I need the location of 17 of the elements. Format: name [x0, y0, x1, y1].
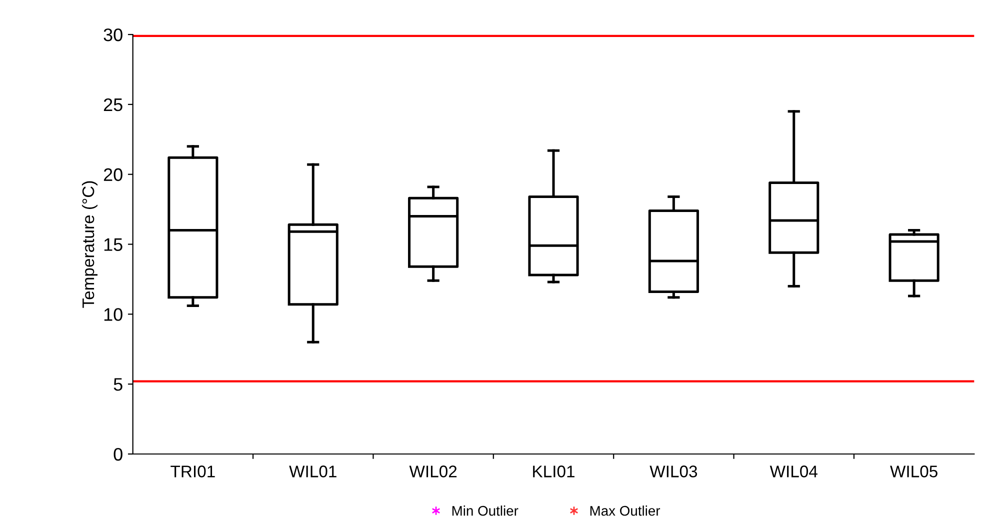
x-tick-label: TRI01 [170, 466, 215, 478]
y-tick-label: 20 [104, 168, 122, 182]
x-tick-label: WIL03 [650, 466, 698, 478]
y-tick-label: 15 [104, 238, 122, 251]
y-tick-label: 10 [104, 308, 122, 321]
x-tick-label: WIL02 [409, 466, 457, 478]
y-tick-label: 30 [104, 28, 122, 42]
legend-label: Min Outlier [452, 506, 518, 516]
legend-label: Max Outlier [590, 506, 660, 516]
y-tick-label: 0 [114, 448, 122, 461]
y-tick-label: 25 [104, 98, 122, 112]
y-tick-label: 5 [114, 378, 122, 391]
x-tick-label: WIL04 [770, 466, 818, 478]
x-tick-label: KLI01 [533, 466, 574, 478]
x-tick-label: WIL05 [890, 466, 938, 478]
x-tick-label: WIL01 [289, 466, 336, 478]
y-axis-title: Temperature (°C) [82, 181, 98, 308]
